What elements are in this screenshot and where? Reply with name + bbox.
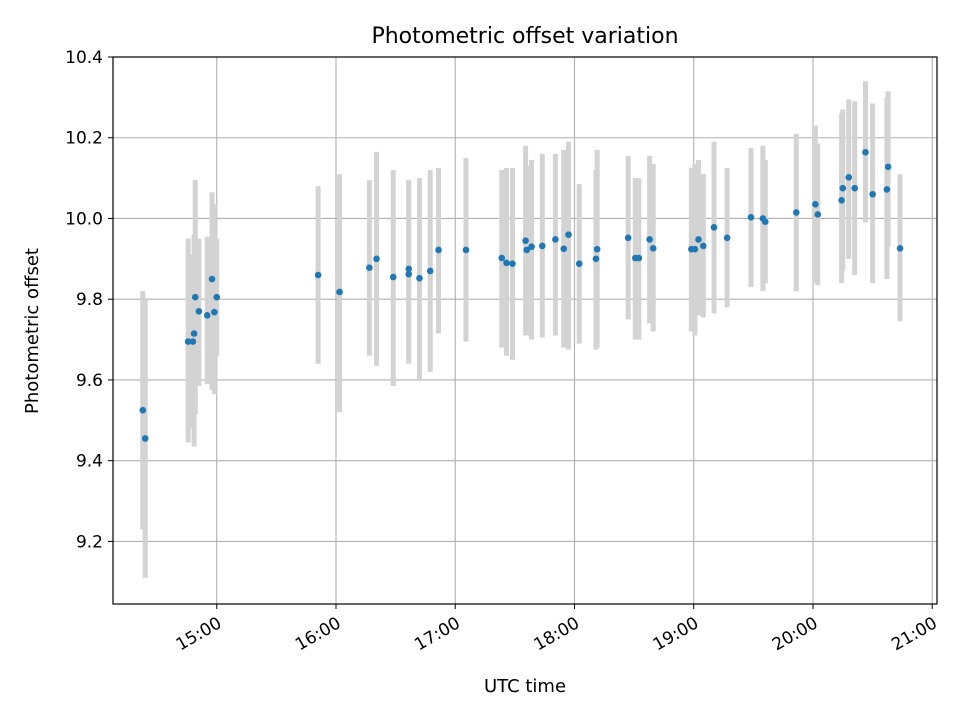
y-tick-label: 10.4	[65, 48, 103, 68]
data-point	[862, 148, 869, 156]
data-point	[552, 236, 559, 243]
chart-title: Photometric offset variation	[371, 24, 678, 49]
data-point	[373, 255, 380, 263]
data-point	[792, 209, 800, 216]
data-point	[646, 236, 653, 243]
y-tick-label: 10.0	[65, 209, 103, 229]
data-point	[699, 242, 707, 250]
data-point	[213, 293, 221, 301]
data-point	[845, 173, 853, 181]
data-point	[710, 224, 718, 231]
data-point	[575, 260, 583, 267]
data-point	[883, 186, 891, 193]
data-point	[649, 245, 657, 252]
x-axis-label: UTC time	[484, 676, 566, 697]
y-tick-label: 9.2	[76, 532, 103, 552]
data-point	[498, 254, 506, 262]
data-point	[195, 308, 203, 315]
data-point	[814, 211, 822, 218]
data-point	[189, 338, 197, 345]
data-point	[747, 213, 755, 221]
data-point	[838, 197, 845, 204]
data-point	[695, 236, 702, 243]
data-point	[314, 271, 322, 279]
data-point	[522, 237, 529, 244]
data-point	[190, 330, 198, 337]
data-point	[336, 288, 343, 296]
y-tick-label: 9.8	[76, 290, 103, 310]
data-point	[635, 254, 643, 262]
data-point	[538, 242, 546, 250]
data-point	[203, 312, 211, 319]
data-point	[416, 274, 423, 282]
data-point	[509, 260, 516, 267]
data-point	[139, 406, 147, 414]
data-point	[851, 184, 859, 192]
data-point	[208, 275, 216, 283]
data-point	[426, 267, 434, 275]
data-point	[141, 435, 149, 442]
y-axis-label: Photometric offset	[22, 248, 43, 414]
data-point	[839, 184, 847, 192]
data-point	[593, 245, 601, 253]
data-point	[723, 234, 731, 242]
y-tick-label: 9.6	[76, 371, 103, 391]
data-points	[139, 148, 904, 442]
y-tick-label: 9.4	[76, 452, 103, 472]
data-point	[560, 245, 568, 253]
data-point	[184, 338, 192, 345]
data-point	[405, 265, 413, 273]
data-point	[435, 246, 442, 254]
plot-frame	[112, 56, 938, 605]
y-tick-label: 10.2	[65, 129, 103, 149]
data-point	[896, 245, 904, 252]
data-point	[503, 259, 510, 267]
data-point	[761, 218, 769, 226]
data-point	[389, 273, 397, 281]
data-point	[523, 246, 531, 254]
data-point	[624, 234, 632, 242]
data-point	[812, 201, 819, 208]
data-point	[565, 231, 572, 238]
data-point	[869, 190, 876, 198]
data-point	[462, 246, 470, 254]
data-point	[884, 163, 892, 171]
data-point	[366, 264, 373, 272]
data-point	[691, 245, 699, 253]
data-point	[211, 308, 218, 316]
data-point	[405, 270, 413, 278]
data-point	[528, 243, 535, 251]
data-point	[191, 293, 199, 301]
data-point	[592, 255, 600, 263]
